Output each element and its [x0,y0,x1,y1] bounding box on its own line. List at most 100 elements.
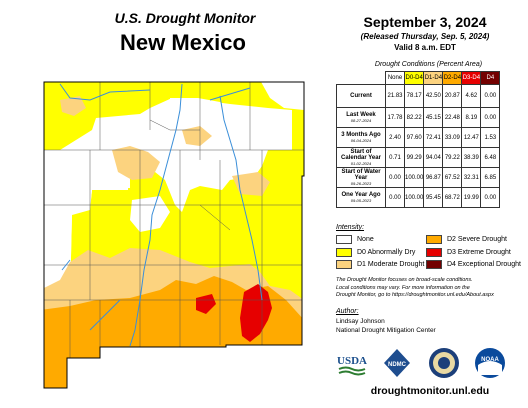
d3-area [240,284,272,342]
author-name: Lindsay Johnson [336,318,385,325]
site-url[interactable]: droughtmonitor.unl.edu [370,385,490,397]
row-label-text: Last Week [346,111,376,118]
svg-text:USDA: USDA [337,355,367,367]
legend-item-d0: D0 Abnormally Dry [336,248,415,257]
legend-label-d4: D4 Exceptional Drought [447,261,521,268]
table-cell: 19.99 [461,187,482,208]
table-col-header: D4 [480,71,501,85]
table-cell: 97.60 [403,127,425,148]
svg-text:NOAA: NOAA [481,357,499,363]
note-line-1: The Drought Monitor focuses on broad-sca… [336,277,473,283]
row-label-text: 3 Months Ago [341,131,381,138]
usda-logo: USDA [337,355,367,376]
legend-label-d2: D2 Severe Drought [447,236,507,243]
county-lines [44,82,304,388]
table-row: One Year Ago 09-05-2023 0.00 100.00 95.45 68.… [336,187,501,208]
table-cell: 33.09 [442,127,463,148]
table-cell: 0.00 [480,107,501,128]
table-cell: 0.00 [480,187,501,208]
state-title: New Mexico [120,30,246,55]
row-label: 3 Months Ago 06-04-2024 [336,127,386,148]
program-title: U.S. Drought Monitor [114,10,256,26]
table-col-header: D0-D4 [403,71,425,85]
legend-item-d3: D3 Extreme Drought [426,248,511,257]
table-row: Start of Water Year 09-26-2023 0.00 100.00 9… [336,167,501,188]
row-label: Last Week 08-27-2024 [336,107,386,128]
table-cell: 94.04 [423,147,444,168]
table-cell: 0.00 [385,167,405,188]
table-cell: 67.52 [442,167,463,188]
table-caption: Drought Conditions (Percent Area) [374,61,483,68]
noaa-logo: NOAA [475,348,505,378]
row-label-date: 01-02-2024 [350,160,372,166]
table-cell: 17.78 [385,107,405,128]
table-cell: 68.72 [442,187,463,208]
table-cell: 20.87 [442,84,463,108]
legend-label-none: None [357,236,374,243]
legend-swatch-d4 [426,260,442,269]
table-cell: 12.47 [461,127,482,148]
table-cell: 38.39 [461,147,482,168]
table-corner-cell [336,71,386,85]
row-label-text: Start of Water Year [341,168,381,181]
table-cell: 96.87 [423,167,444,188]
disclaimer-note: The Drought Monitor focuses on broad-sca… [336,277,526,300]
table-row: 3 Months Ago 06-04-2024 2.40 97.60 72.41 33.0… [336,127,501,148]
legend-label-d1: D1 Moderate Drought [357,261,425,268]
row-label: Start of Water Year 09-26-2023 [336,167,386,188]
legend-item-d1: D1 Moderate Drought [336,260,424,269]
row-label: Current [336,84,386,108]
legend-item-d2: D2 Severe Drought [426,235,507,244]
legend-item-none: None [336,235,374,244]
d1-area-nw [60,96,86,116]
legend-item-d4: D4 Exceptional Drought [426,260,521,269]
table-cell: 42.50 [423,84,444,108]
legend-swatch-d3 [426,248,442,257]
row-label-date: 09-05-2023 [350,197,372,203]
drought-conditions-table: None D0-D4 D1-D4 D2-D4 D3-D4 D4 Current 21.83 7… [336,71,501,208]
note-line-3: Drought Monitor, go to https://droughtmo… [336,292,494,298]
row-label: Start of Calendar Year 01-02-2024 [336,147,386,168]
legend-swatch-d1 [336,260,352,269]
table-header-row: None D0-D4 D1-D4 D2-D4 D3-D4 D4 [336,71,501,85]
table-cell: 100.00 [403,187,425,208]
legend-label-d0: D0 Abnormally Dry [357,249,416,256]
row-label: One Year Ago 09-05-2023 [336,187,386,208]
table-cell: 22.48 [442,107,463,128]
table-cell: 1.53 [480,127,501,148]
table-col-header: D3-D4 [461,71,482,85]
table-cell: 2.40 [385,127,405,148]
table-col-header: D1-D4 [423,71,444,85]
d1-area-east [232,172,270,196]
table-row: Last Week 08-27-2024 17.78 82.22 45.15 22.48 8… [336,107,501,128]
none-area-ne-corner [260,82,304,110]
table-cell: 32.31 [461,167,482,188]
department-of-commerce-seal [429,348,459,378]
table-cell: 0.71 [385,147,405,168]
row-label-date: 09-26-2023 [350,180,372,186]
new-mexico-drought-map [43,81,305,389]
legend-title: Intensity: [336,224,365,231]
table-cell: 72.41 [423,127,444,148]
table-cell: 95.45 [423,187,444,208]
d1-area-north2 [182,126,212,146]
table-cell: 99.29 [403,147,425,168]
map-date: September 3, 2024 [363,14,487,30]
valid-time: Valid 8 a.m. EDT [394,43,456,52]
author-org: National Drought Mitigation Center [336,327,436,334]
legend-swatch-d2 [426,235,442,244]
row-label-text: Current [350,93,372,99]
state-outline [43,81,305,389]
d3-area-2 [196,294,216,314]
release-date: (Released Thursday, Sep. 5, 2024) [360,32,490,41]
table-cell: 6.85 [480,167,501,188]
note-line-2: Local conditions may vary. For more info… [336,284,470,291]
table-cell: 45.15 [423,107,444,128]
table-cell: 4.62 [461,84,482,108]
table-cell: 0.00 [385,187,405,208]
legend-label-d3: D3 Extreme Drought [447,249,511,256]
rivers [59,83,263,347]
d1-area-north [112,146,160,180]
table-row: Start of Calendar Year 01-02-2024 0.71 99.2… [336,147,501,168]
ndmc-logo: NDMC [384,349,410,377]
